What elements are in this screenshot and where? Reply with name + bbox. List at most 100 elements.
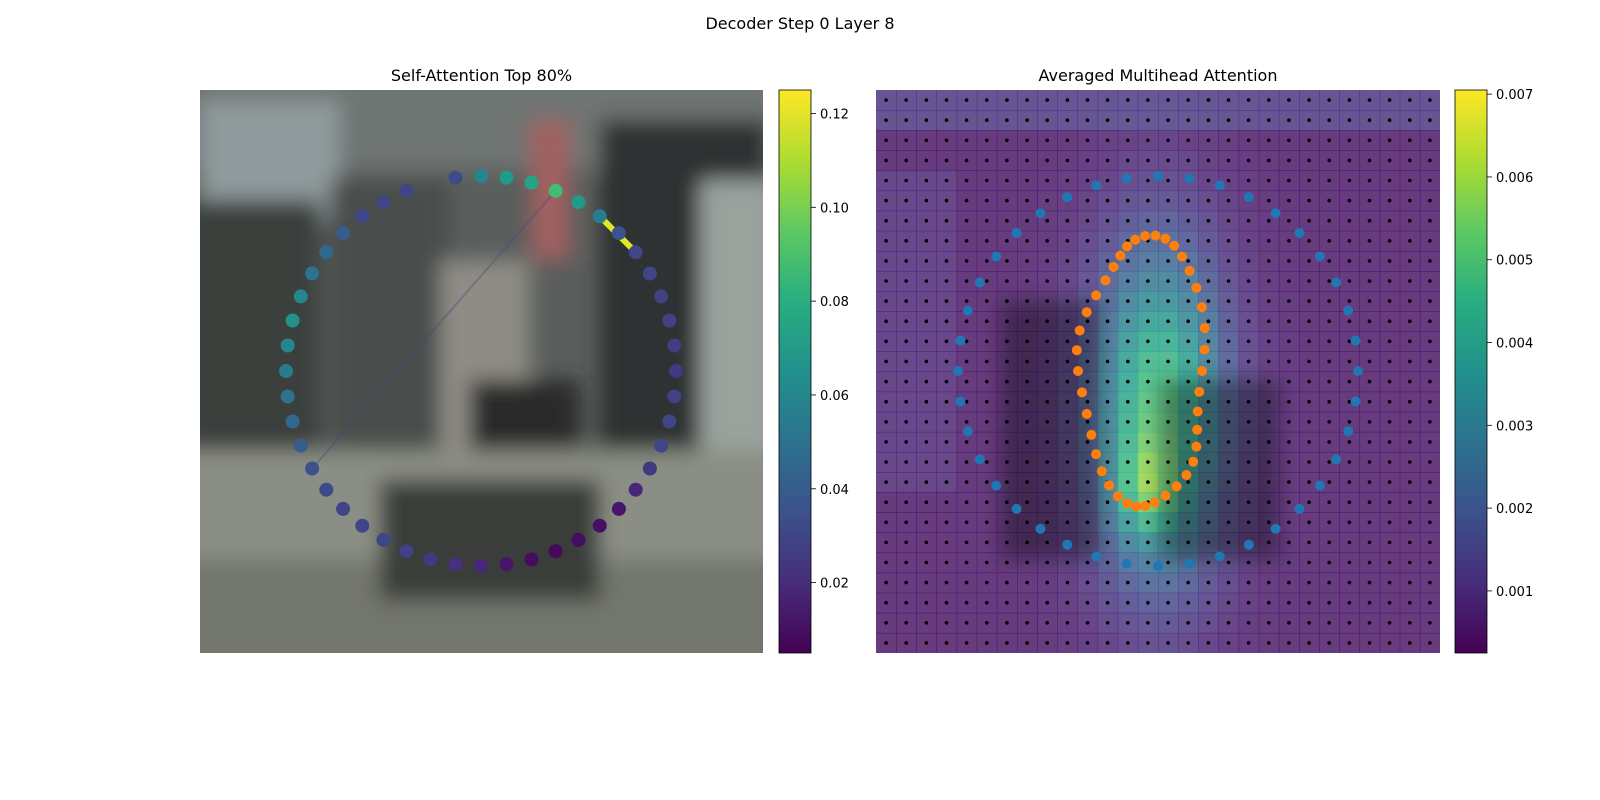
grid-dot <box>1267 480 1271 484</box>
grid-dot <box>1005 520 1009 525</box>
grid-dot <box>1206 440 1211 444</box>
grid-dot <box>884 500 888 505</box>
grid-dot <box>1005 299 1009 303</box>
grid-dot <box>1267 379 1271 384</box>
grid-dot <box>1105 540 1110 545</box>
grid-dot <box>904 420 908 424</box>
grid-dot <box>985 480 989 484</box>
outer-ring-point <box>974 454 985 465</box>
grid-dot <box>1327 138 1331 143</box>
inner-contour-point <box>1191 441 1202 452</box>
grid-dot <box>1408 600 1412 605</box>
inner-contour-point <box>1197 366 1207 376</box>
grid-dot <box>884 600 888 605</box>
grid-dot <box>1267 580 1271 585</box>
grid-dot <box>1025 540 1029 545</box>
attention-point <box>305 266 320 281</box>
grid-dot <box>1186 641 1190 645</box>
outer-ring-point <box>955 396 966 407</box>
attention-point <box>355 209 370 224</box>
inner-contour-point <box>1140 231 1150 241</box>
grid-dot <box>1105 178 1110 183</box>
inner-contour-point <box>1081 408 1092 419</box>
grid-dot <box>1045 279 1049 283</box>
grid-dot <box>1186 379 1190 384</box>
grid-dot <box>985 218 989 223</box>
grid-dot <box>1226 299 1231 303</box>
grid-dot <box>1327 259 1331 263</box>
grid-dot <box>1347 138 1352 143</box>
grid-dot <box>1105 158 1110 163</box>
grid-dot <box>924 520 929 525</box>
grid-dot <box>1246 239 1251 243</box>
grid-dot <box>1226 621 1231 625</box>
grid-dot <box>1126 198 1130 203</box>
grid-dot <box>985 198 989 203</box>
grid-dot <box>944 239 949 243</box>
grid-dot <box>1206 540 1211 545</box>
grid-dot <box>1246 299 1251 303</box>
colorbar-tick-label: 0.004 <box>1496 337 1533 352</box>
grid-dot <box>1387 339 1392 344</box>
grid-dot <box>1347 259 1352 263</box>
outer-ring-point <box>1121 173 1132 184</box>
grid-dot <box>944 198 949 203</box>
grid-dot <box>1206 621 1211 625</box>
grid-dot <box>1085 138 1090 143</box>
grid-dot <box>1206 319 1211 324</box>
grid-dot <box>904 520 908 525</box>
grid-dot <box>1367 641 1372 645</box>
grid-dot <box>1387 621 1392 625</box>
grid-dot <box>1347 500 1352 505</box>
grid-dot <box>884 520 888 525</box>
grid-dot <box>1226 218 1231 223</box>
grid-dot <box>1166 118 1170 122</box>
inner-contour-point <box>1192 406 1203 417</box>
grid-dot <box>884 621 888 625</box>
grid-dot <box>964 379 969 384</box>
grid-dot <box>1045 420 1049 424</box>
grid-dot <box>1025 178 1029 183</box>
inner-contour-point <box>1073 366 1083 376</box>
grid-dot <box>1166 379 1170 384</box>
grid-dot <box>1226 399 1231 404</box>
grid-dot <box>1126 580 1130 585</box>
grid-dot <box>1166 600 1170 605</box>
grid-dot <box>884 178 888 183</box>
grid-dot <box>1327 600 1331 605</box>
grid-dot <box>1267 641 1271 645</box>
inner-contour-point <box>1188 456 1199 467</box>
grid-dot <box>1045 138 1049 143</box>
grid-dot <box>1126 359 1130 364</box>
grid-dot <box>1387 299 1392 303</box>
grid-dot <box>1025 580 1029 585</box>
grid-dot <box>1307 540 1311 545</box>
outer-ring-point <box>1350 396 1361 407</box>
grid-dot <box>1105 239 1110 243</box>
grid-dot <box>924 259 929 263</box>
grid-dot <box>1186 319 1190 324</box>
grid-dot <box>1126 540 1130 545</box>
grid-dot <box>1206 158 1211 163</box>
grid-dot <box>1267 218 1271 223</box>
inner-contour-point <box>1091 449 1102 460</box>
grid-dot <box>1166 460 1170 464</box>
grid-dot <box>1005 641 1009 645</box>
grid-dot <box>1206 580 1211 585</box>
attention-point <box>628 482 643 497</box>
inner-contour-point <box>1130 234 1141 245</box>
grid-dot <box>964 560 969 565</box>
attention-point <box>399 544 414 559</box>
grid-dot <box>1408 641 1412 645</box>
grid-dot <box>1166 339 1170 344</box>
grid-dot <box>1186 540 1190 545</box>
grid-dot <box>1166 158 1170 163</box>
inner-contour-point <box>1108 262 1119 272</box>
grid-dot <box>1408 158 1412 163</box>
grid-dot <box>1246 259 1251 263</box>
grid-dot <box>884 118 888 122</box>
grid-dot <box>1146 218 1150 223</box>
grid-dot <box>944 460 949 464</box>
grid-dot <box>1287 339 1291 344</box>
grid-dot <box>1327 359 1331 364</box>
